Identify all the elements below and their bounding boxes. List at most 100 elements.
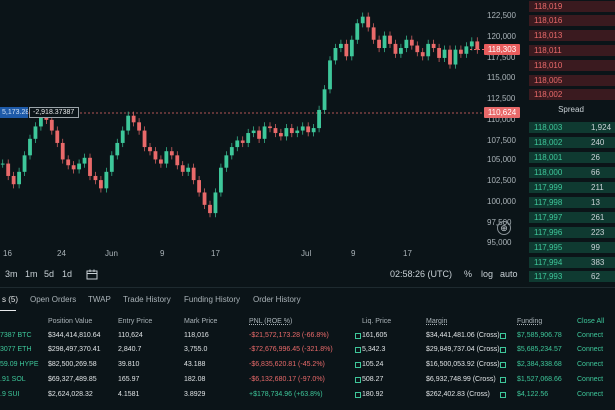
bid-size: 1,924 — [591, 123, 612, 132]
cell-value: $69,327,489.85 — [48, 376, 97, 383]
x-tick: 17 — [403, 249, 412, 258]
candle-body — [459, 49, 463, 54]
bid-row[interactable]: 118,000 66 — [529, 167, 615, 178]
cell-entry: 110,624 — [118, 332, 143, 339]
timeframe-3m[interactable]: 3m — [5, 269, 18, 279]
candle-body — [88, 157, 92, 176]
share-icon[interactable] — [500, 377, 506, 383]
candle-body — [175, 155, 180, 166]
candlestick-plot[interactable] — [0, 0, 527, 258]
ask-row[interactable]: 118,005 — [529, 75, 615, 86]
ask-row[interactable]: 118,019 — [529, 1, 615, 12]
cell-value: $2,624,028.32 — [48, 391, 93, 398]
candle-body — [360, 16, 365, 24]
bid-row[interactable]: 117,993 62 — [529, 271, 615, 282]
ask-row[interactable]: 118,010 — [529, 60, 615, 71]
col-position-value[interactable]: Position Value — [48, 318, 93, 325]
bid-row[interactable]: 117,997 261 — [529, 212, 615, 223]
log-scale-toggle[interactable]: log — [481, 269, 494, 279]
candle-body — [197, 180, 201, 193]
candle-body — [22, 155, 27, 172]
candle-body — [6, 163, 11, 176]
share-icon[interactable] — [355, 392, 361, 398]
tab-trade-history[interactable]: Trade History — [123, 295, 171, 304]
share-icon[interactable] — [355, 377, 361, 383]
share-icon[interactable] — [500, 392, 506, 398]
cell-entry: 165.97 — [118, 376, 140, 383]
bid-row[interactable]: 118,003 1,924 — [529, 122, 615, 133]
tab-twap[interactable]: TWAP — [88, 295, 111, 304]
col-funding[interactable]: Funding — [517, 318, 543, 325]
candle-body — [159, 159, 163, 164]
share-icon[interactable] — [500, 333, 506, 339]
cell-pnl: -$21,572,173.28 (-66.8%) — [249, 332, 329, 339]
tab-open-orders[interactable]: Open Orders — [30, 295, 77, 304]
price-chart[interactable]: 122,500 120,000 117,500 115,000 112,500 … — [0, 0, 527, 258]
cell-close[interactable]: Connect — [577, 332, 604, 339]
candle-body — [399, 48, 403, 54]
bid-price: 118,003 — [534, 123, 563, 132]
col-pnl[interactable]: PNL (ROE %) — [249, 318, 293, 325]
active-tab-indicator — [0, 310, 16, 311]
ask-row[interactable]: 118,002 — [529, 89, 615, 100]
candle-body — [153, 151, 158, 160]
tab-order-history[interactable]: Order History — [253, 295, 301, 304]
share-icon[interactable] — [500, 362, 506, 368]
auto-scale-toggle[interactable]: auto — [500, 269, 518, 279]
cell-coin: .9 SUI — [0, 391, 20, 398]
cell-margin: $262,402.83 (Cross) — [426, 391, 490, 398]
timeframe-5d[interactable]: 5d — [44, 269, 55, 279]
bid-row[interactable]: 117,995 99 — [529, 242, 615, 253]
scroll-to-latest-button[interactable]: ⊕ — [497, 221, 511, 235]
candle-body — [60, 142, 65, 160]
ask-row[interactable]: 118,011 — [529, 45, 615, 56]
horizontal-line-price-tag: 110,624 — [484, 107, 520, 118]
bid-row[interactable]: 117,999 211 — [529, 182, 615, 193]
close-all-button[interactable]: Close All — [577, 318, 605, 325]
calendar-icon[interactable] — [86, 269, 98, 280]
ask-price: 118,011 — [534, 46, 562, 55]
col-mark-price[interactable]: Mark Price — [184, 318, 218, 325]
candle-body — [246, 133, 251, 143]
cell-liq: 105.24 — [362, 361, 384, 368]
share-icon[interactable] — [500, 347, 506, 353]
candle-body — [235, 140, 240, 148]
cell-close[interactable]: Connect — [577, 391, 604, 398]
bid-row[interactable]: 117,994 383 — [529, 257, 615, 268]
share-icon[interactable] — [355, 347, 361, 353]
col-liq-price[interactable]: Liq. Price — [362, 318, 392, 325]
share-icon[interactable] — [355, 362, 361, 368]
cell-close[interactable]: Connect — [577, 376, 604, 383]
candle-body — [142, 130, 147, 148]
timeframe-1m[interactable]: 1m — [25, 269, 38, 279]
cell-close[interactable]: Connect — [577, 346, 604, 353]
bid-row[interactable]: 117,996 223 — [529, 227, 615, 238]
candle-body — [268, 126, 272, 129]
cell-margin: $29,849,737.04 (Cross) — [426, 346, 500, 353]
col-entry-price[interactable]: Entry Price — [118, 318, 153, 325]
cell-close[interactable]: Connect — [577, 361, 604, 368]
candle-body — [344, 43, 349, 57]
ask-row[interactable]: 118,013 — [529, 30, 615, 41]
tab-funding-history[interactable]: Funding History — [184, 295, 241, 304]
candle-body — [126, 115, 131, 131]
ask-row[interactable]: 118,016 — [529, 15, 615, 26]
bid-row[interactable]: 118,001 26 — [529, 152, 615, 163]
timeframe-1d[interactable]: 1d — [62, 269, 73, 279]
candle-body — [213, 192, 218, 214]
current-price-tag: 118,303 — [484, 44, 520, 55]
bid-row[interactable]: 118,002 240 — [529, 137, 615, 148]
col-margin[interactable]: Margin — [426, 318, 448, 325]
candle-body — [208, 204, 212, 214]
percent-scale-toggle[interactable]: % — [464, 269, 473, 279]
cell-liq: 180.92 — [362, 391, 384, 398]
utc-clock[interactable]: 02:58:26 (UTC) — [390, 269, 453, 279]
candle-body — [109, 155, 114, 172]
bid-row[interactable]: 117,998 13 — [529, 197, 615, 208]
tab-positions[interactable]: s (5) — [2, 295, 18, 304]
bid-size: 99 — [591, 243, 600, 252]
chart-toolbar: 3m 1m 5d 1d 02:58:26 (UTC) % log auto — [0, 265, 527, 285]
share-icon[interactable] — [355, 333, 361, 339]
candle-body — [469, 41, 474, 47]
candle-body — [82, 157, 87, 164]
